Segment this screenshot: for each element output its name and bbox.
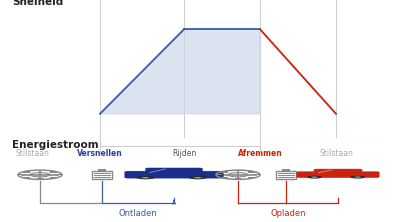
Text: Rijden: Rijden xyxy=(172,149,196,158)
FancyBboxPatch shape xyxy=(146,168,202,173)
Text: Snelheid: Snelheid xyxy=(12,0,63,7)
Ellipse shape xyxy=(342,163,351,164)
FancyBboxPatch shape xyxy=(235,170,241,171)
FancyBboxPatch shape xyxy=(50,171,57,172)
FancyBboxPatch shape xyxy=(248,177,255,178)
Ellipse shape xyxy=(350,176,365,178)
FancyBboxPatch shape xyxy=(23,177,30,178)
FancyBboxPatch shape xyxy=(37,170,43,171)
FancyBboxPatch shape xyxy=(37,178,43,180)
FancyBboxPatch shape xyxy=(80,157,120,163)
Ellipse shape xyxy=(137,176,154,179)
FancyBboxPatch shape xyxy=(216,174,222,175)
FancyBboxPatch shape xyxy=(240,157,280,163)
FancyBboxPatch shape xyxy=(221,171,228,172)
FancyBboxPatch shape xyxy=(314,169,362,173)
FancyBboxPatch shape xyxy=(20,154,44,158)
FancyBboxPatch shape xyxy=(221,177,228,178)
Ellipse shape xyxy=(244,163,253,164)
Ellipse shape xyxy=(168,163,177,164)
FancyBboxPatch shape xyxy=(248,154,272,158)
Ellipse shape xyxy=(189,176,207,179)
Text: Stilstaan: Stilstaan xyxy=(15,149,49,158)
Ellipse shape xyxy=(312,177,317,178)
Ellipse shape xyxy=(84,163,93,164)
FancyBboxPatch shape xyxy=(282,169,290,170)
FancyBboxPatch shape xyxy=(316,157,356,163)
Ellipse shape xyxy=(190,163,199,164)
Ellipse shape xyxy=(16,163,25,164)
FancyBboxPatch shape xyxy=(254,174,260,175)
Ellipse shape xyxy=(266,163,275,164)
FancyBboxPatch shape xyxy=(12,157,52,163)
Text: Stilstaan: Stilstaan xyxy=(319,149,353,158)
Text: Opladen: Opladen xyxy=(270,208,306,218)
FancyBboxPatch shape xyxy=(172,154,196,158)
Ellipse shape xyxy=(38,163,47,164)
Polygon shape xyxy=(260,29,336,114)
Ellipse shape xyxy=(194,177,201,178)
Text: Ontladen: Ontladen xyxy=(119,208,157,218)
FancyBboxPatch shape xyxy=(18,174,24,175)
FancyBboxPatch shape xyxy=(297,172,379,178)
FancyBboxPatch shape xyxy=(164,157,204,163)
Ellipse shape xyxy=(142,177,149,178)
FancyBboxPatch shape xyxy=(248,171,255,172)
FancyBboxPatch shape xyxy=(235,178,241,180)
Text: Versnellen: Versnellen xyxy=(77,149,123,158)
FancyBboxPatch shape xyxy=(56,174,62,175)
Ellipse shape xyxy=(355,177,361,178)
Ellipse shape xyxy=(320,163,329,164)
FancyBboxPatch shape xyxy=(324,154,348,158)
FancyBboxPatch shape xyxy=(88,154,112,158)
FancyBboxPatch shape xyxy=(98,169,106,170)
Ellipse shape xyxy=(106,163,115,164)
FancyBboxPatch shape xyxy=(125,171,223,178)
Ellipse shape xyxy=(307,176,322,178)
Text: Afremmen: Afremmen xyxy=(238,149,282,158)
FancyBboxPatch shape xyxy=(50,177,57,178)
FancyBboxPatch shape xyxy=(23,171,30,172)
Text: Energiestroom: Energiestroom xyxy=(12,140,99,150)
Polygon shape xyxy=(100,29,260,114)
